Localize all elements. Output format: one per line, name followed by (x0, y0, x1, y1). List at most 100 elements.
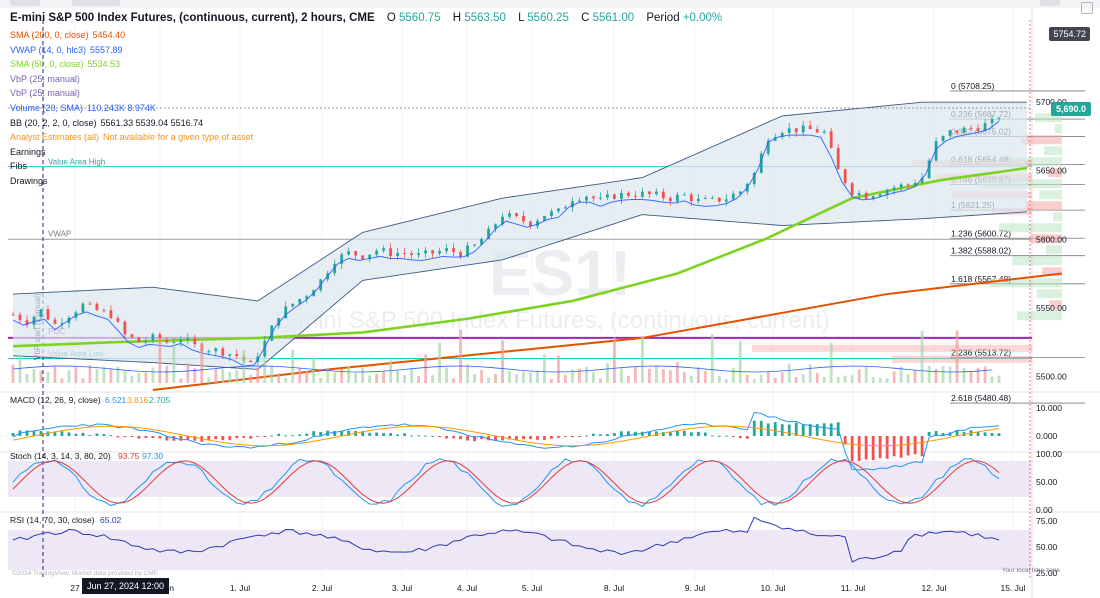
volume-bar (941, 365, 945, 383)
toolbar-button-stub[interactable] (1040, 0, 1060, 6)
macd-histogram-bar (501, 436, 504, 441)
indicator-row[interactable]: VbP (25, manual) (10, 86, 722, 101)
indicator-row[interactable]: Volume (20, SMA) 110.243K 8.974K (10, 101, 722, 116)
macd-histogram-bar (249, 436, 253, 439)
vwap-anchor-label: VWAP (48, 229, 71, 238)
bollinger-lower (12, 211, 1028, 370)
macd-histogram-bar (130, 436, 134, 437)
candle-body (836, 147, 840, 170)
macd-histogram-bar (647, 431, 651, 436)
macd-histogram-bar (480, 436, 483, 440)
toolbar-button-stub[interactable] (72, 0, 120, 6)
candle-body (543, 215, 546, 221)
macd-histogram-bar (144, 436, 148, 438)
macd-histogram-bar (473, 436, 476, 442)
candle-body (123, 321, 127, 335)
indicator-row[interactable]: Earnings (10, 145, 722, 160)
indicator-row[interactable]: Analyst Estimates (all) Not available for… (10, 130, 722, 145)
candle-body (361, 255, 365, 260)
candle-body (396, 252, 400, 257)
fib-level-label: 1.618 (5567.48) (951, 274, 1011, 284)
volume-bar (32, 369, 36, 383)
macd-panel (11, 411, 1001, 471)
candle-body (382, 248, 386, 251)
indicator-row[interactable]: Drawings (10, 174, 722, 189)
indicator-row[interactable]: VbP (25, manual) (10, 72, 722, 87)
indicator-row[interactable]: Fibs (10, 159, 722, 174)
candle-body (144, 340, 148, 343)
indicator-row[interactable]: SMA (200, 0, close) 5454.40 (10, 28, 722, 43)
macd-histogram-bar (165, 436, 169, 441)
bollinger-upper (12, 101, 1027, 302)
indicator-values: 5561.33 5539.04 5516.74 (100, 117, 204, 128)
macd-histogram-bar (445, 436, 448, 439)
volume-bar (752, 378, 756, 383)
volume-bar (689, 375, 693, 383)
candle-body (550, 211, 553, 216)
indicator-row[interactable]: BB (20, 2, 2, 0, close) 5561.33 5539.04 5… (10, 116, 722, 131)
candle-body (710, 197, 714, 199)
candle-body (529, 221, 532, 227)
candle-body (193, 338, 197, 345)
candle-body (151, 334, 155, 341)
volume-bar (703, 371, 707, 383)
candle-body (585, 196, 588, 201)
volume-bar (745, 374, 749, 383)
volume-profile-bar (1021, 135, 1062, 145)
candle-body (752, 172, 756, 184)
fib-level-label: 0 (5708.25) (951, 81, 995, 91)
volume-bar (801, 374, 805, 383)
volume-bar (277, 373, 281, 383)
volume-bar (990, 376, 994, 383)
macd-histogram-bar (151, 436, 155, 439)
macd-histogram-bar (899, 436, 903, 458)
volume-profile-bar (1008, 157, 1062, 167)
candle-body (864, 193, 868, 199)
rsi-line (12, 516, 1000, 563)
volume-bar (815, 372, 819, 383)
symbol-title[interactable]: E-mini S&P 500 Index Futures, (continuou… (10, 12, 375, 24)
period-value: +0.00% (682, 12, 723, 24)
candle-body (11, 314, 15, 316)
candle-body (109, 310, 113, 319)
macd-histogram-bar (864, 436, 868, 460)
volume-bar (179, 378, 183, 383)
volume-bar (452, 378, 455, 383)
volume-bar (60, 378, 64, 383)
candle-body (53, 319, 57, 324)
macd-histogram-bar (801, 424, 805, 436)
volume-profile-row (892, 355, 1032, 363)
candle-body (179, 339, 183, 343)
candle-body (703, 197, 707, 199)
volume-bar (67, 370, 71, 383)
candle-body (675, 194, 679, 202)
indicator-row[interactable]: VWAP (14, 0, hlc3) 5557.89 (10, 43, 722, 58)
candle-body (843, 169, 847, 184)
volume-bar (193, 368, 197, 383)
menu-icon[interactable] (1081, 2, 1093, 14)
local-time-label[interactable]: Your local time zone (1001, 567, 1060, 574)
indicator-row[interactable]: SMA (50, 0, close) 5534.53 (10, 57, 722, 72)
macd-histogram-bar (515, 436, 518, 441)
volume-bar (81, 378, 85, 383)
volume-bar (606, 363, 609, 383)
indicator-name: Earnings (10, 146, 46, 157)
current-price-label: 5,690.0 (1050, 102, 1091, 116)
candle-body (102, 310, 106, 312)
volume-bar (794, 377, 798, 383)
macd-histogram-bar (193, 436, 197, 441)
candle-body (878, 194, 882, 197)
macd-histogram-bar (536, 436, 539, 440)
volume-bar (759, 374, 763, 383)
volume-bar (626, 375, 630, 383)
macd-histogram-bar (228, 436, 232, 440)
toolbar-button-stub[interactable] (10, 0, 40, 6)
stoch-band (8, 461, 1032, 497)
chart-legend: E-mini S&P 500 Index Futures, (continuou… (10, 12, 722, 189)
candle-body (885, 189, 889, 195)
volume-bar (955, 330, 959, 383)
candle-body (249, 360, 253, 363)
rsi-label: RSI (14, 70, 30, close) (10, 515, 95, 525)
candle-body (787, 128, 791, 134)
